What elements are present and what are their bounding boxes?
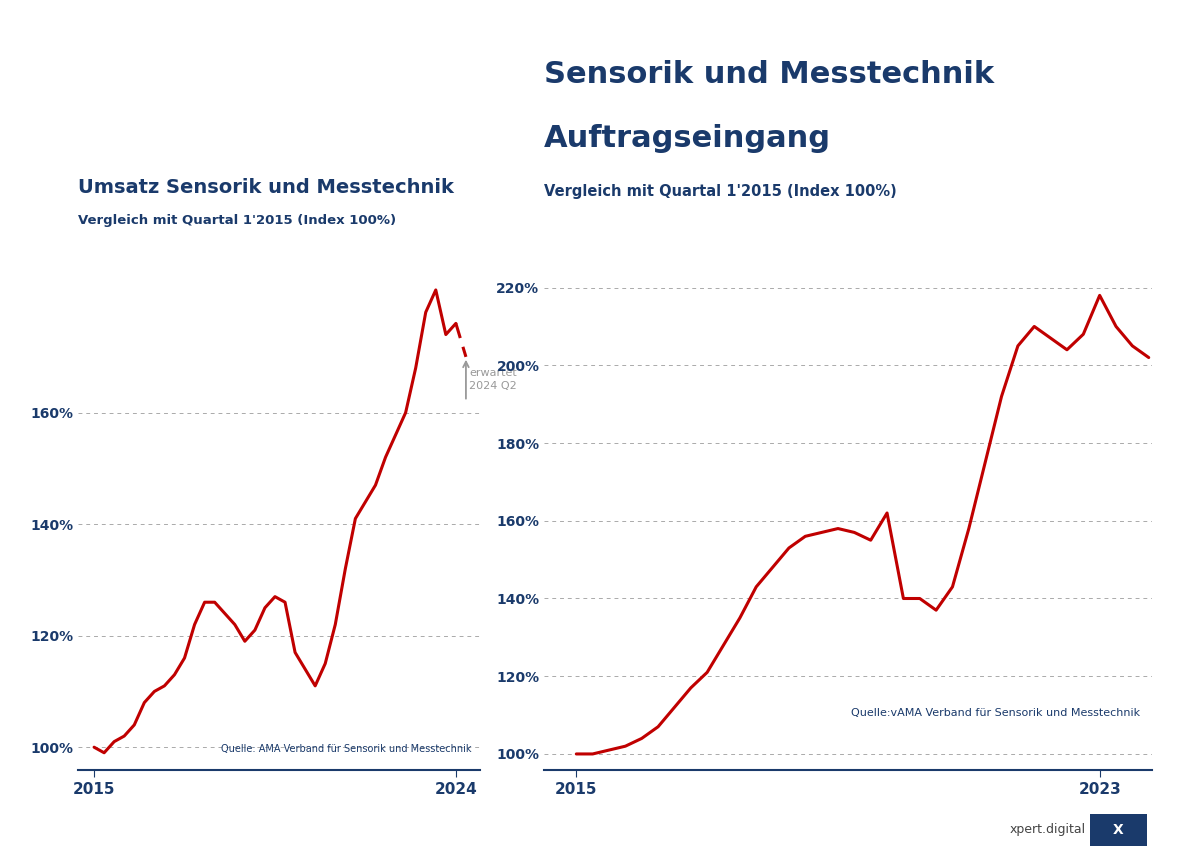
Text: erwartet
2024 Q2: erwartet 2024 Q2 xyxy=(469,368,517,391)
Text: Auftragseingang: Auftragseingang xyxy=(544,124,830,153)
Text: Quelle: AMA Verband für Sensorik und Messtechnik: Quelle: AMA Verband für Sensorik und Mes… xyxy=(222,744,472,754)
Text: xpert.digital: xpert.digital xyxy=(1010,823,1086,836)
Text: Vergleich mit Quartal 1'2015 (Index 100%): Vergleich mit Quartal 1'2015 (Index 100%… xyxy=(544,184,896,199)
Text: Quelle:vAMA Verband für Sensorik und Messtechnik: Quelle:vAMA Verband für Sensorik und Mes… xyxy=(851,708,1140,718)
Text: Sensorik und Messtechnik: Sensorik und Messtechnik xyxy=(544,60,994,89)
FancyBboxPatch shape xyxy=(1087,812,1150,848)
Text: Vergleich mit Quartal 1'2015 (Index 100%): Vergleich mit Quartal 1'2015 (Index 100%… xyxy=(78,214,396,227)
Text: Umsatz Sensorik und Messtechnik: Umsatz Sensorik und Messtechnik xyxy=(78,178,454,197)
Text: X: X xyxy=(1114,823,1123,837)
